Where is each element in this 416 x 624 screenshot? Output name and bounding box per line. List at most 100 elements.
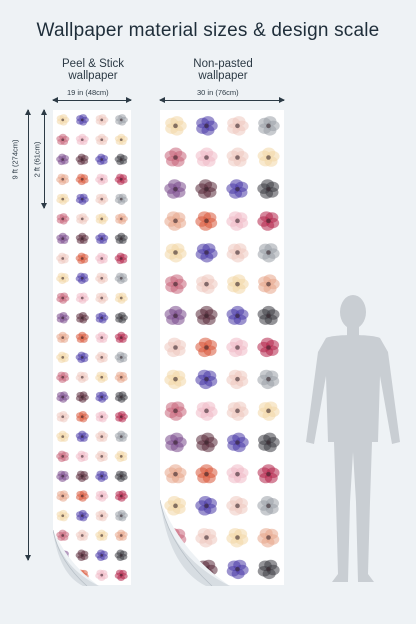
flower-icon	[258, 274, 280, 294]
flower-icon	[95, 114, 109, 126]
flower-icon	[164, 464, 187, 484]
flower-icon	[75, 173, 89, 186]
flower-icon	[56, 331, 70, 343]
flower-icon	[95, 312, 109, 324]
flower-icon	[226, 559, 249, 580]
flower-icon	[164, 179, 187, 199]
flower-icon	[195, 337, 218, 358]
flower-icon	[56, 410, 70, 423]
flower-icon	[114, 430, 128, 442]
flower-icon	[115, 114, 128, 126]
flower-icon	[75, 232, 89, 245]
flower-icon	[56, 133, 70, 146]
flower-icon	[95, 153, 109, 166]
flower-icon	[226, 464, 249, 484]
flower-icon	[56, 213, 70, 225]
flower-icon	[257, 528, 280, 548]
flower-icon	[257, 337, 280, 358]
flower-icon	[258, 116, 280, 136]
flower-icon	[114, 509, 128, 522]
non-pasted-label-line2: wallpaper	[198, 70, 248, 82]
flower-icon	[75, 509, 89, 522]
flower-icon	[76, 114, 89, 126]
flower-icon	[114, 173, 128, 186]
flower-icon	[56, 193, 70, 205]
flower-icon	[56, 272, 70, 285]
flower-icon	[114, 529, 128, 541]
flower-icon	[75, 450, 89, 463]
non-pasted-width-arrow	[159, 97, 285, 103]
flower-icon	[165, 116, 187, 136]
flower-icon	[95, 430, 109, 442]
flower-icon	[56, 470, 70, 483]
flower-icon	[56, 173, 70, 186]
flower-icon	[227, 432, 249, 453]
flower-icon	[114, 470, 128, 483]
flower-icon	[226, 401, 249, 421]
flower-icon	[95, 351, 108, 364]
flower-pattern	[56, 114, 128, 581]
flower-icon	[75, 490, 89, 502]
flower-icon	[196, 116, 218, 136]
flower-icon	[164, 369, 187, 390]
flower-icon	[195, 211, 218, 231]
flower-icon	[56, 391, 70, 403]
flower-icon	[115, 213, 128, 225]
flower-icon	[195, 243, 218, 263]
flower-icon	[75, 351, 89, 364]
full-height-label: 9 ft (274cm)	[10, 139, 20, 180]
peel-stick-label: Peel & Stick wallpaper	[52, 58, 134, 82]
flower-icon	[95, 193, 109, 205]
flower-icon	[195, 528, 218, 548]
flower-icon	[196, 432, 218, 453]
flower-icon	[75, 371, 89, 384]
flower-icon	[195, 369, 218, 390]
flower-icon	[56, 153, 70, 166]
flower-icon	[95, 391, 109, 403]
peel-stick-strip	[53, 110, 131, 585]
flower-icon	[257, 147, 280, 167]
flower-icon	[56, 292, 70, 304]
flower-icon	[56, 114, 70, 126]
non-pasted-width-label: 30 in (76cm)	[197, 88, 239, 97]
flower-icon	[76, 312, 89, 324]
flower-icon	[75, 470, 89, 483]
flower-icon	[75, 193, 89, 205]
flower-icon	[165, 432, 187, 453]
flower-icon	[164, 305, 187, 325]
flower-icon	[75, 529, 89, 541]
flower-icon	[75, 272, 89, 285]
flower-icon	[164, 147, 187, 167]
flower-icon	[75, 153, 89, 166]
flower-icon	[95, 272, 109, 285]
page-title: Wallpaper material sizes & design scale	[36, 20, 380, 41]
non-pasted-label-line1: Non-pasted	[193, 58, 253, 70]
flower-icon	[114, 490, 128, 502]
flower-icon	[114, 371, 128, 384]
flower-icon	[226, 243, 249, 263]
flower-icon	[95, 549, 108, 562]
flower-icon	[257, 401, 280, 421]
repeat-height-arrow	[41, 109, 47, 209]
peel-stick-label-line1: Peel & Stick	[62, 58, 124, 70]
flower-icon	[56, 371, 70, 384]
flower-icon	[75, 292, 89, 304]
flower-icon	[115, 312, 128, 324]
flower-icon	[257, 464, 280, 484]
flower-icon	[195, 305, 218, 325]
flower-icon	[114, 292, 128, 304]
flower-icon	[75, 252, 89, 265]
flower-icon	[226, 211, 249, 231]
flower-icon	[164, 243, 187, 263]
flower-icon	[95, 490, 109, 502]
peel-stick-label-line2: wallpaper	[68, 70, 118, 82]
flower-icon	[114, 549, 128, 562]
flower-icon	[226, 179, 249, 199]
flower-icon	[257, 369, 280, 390]
flower-icon	[164, 496, 186, 516]
peel-stick-width-arrow	[52, 97, 132, 103]
flower-icon	[56, 430, 70, 442]
flower-icon	[56, 490, 70, 502]
flower-icon	[56, 252, 69, 265]
flower-icon	[76, 410, 89, 423]
